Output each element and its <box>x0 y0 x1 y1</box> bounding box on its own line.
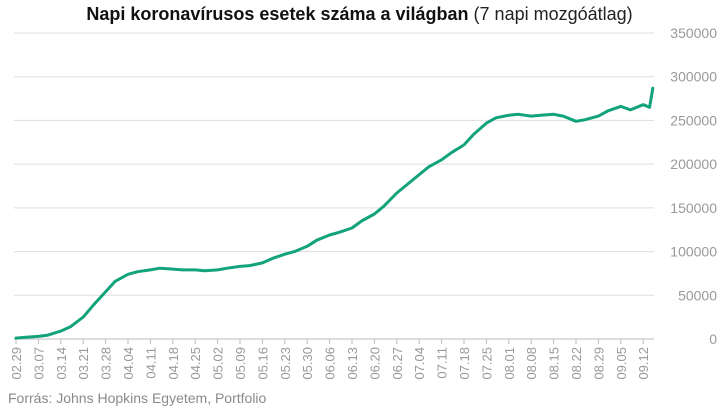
x-tick-label: 03.21 <box>76 347 91 380</box>
y-tick-label: 350000 <box>670 25 717 41</box>
x-tick-label: 04.18 <box>166 347 181 380</box>
chart-title-subtitle: (7 napi mozgóátlag) <box>473 4 633 24</box>
source-note: Forrás: Johns Hopkins Egyetem, Portfolio <box>8 390 267 406</box>
x-tick-label: 09.12 <box>636 347 651 380</box>
x-tick-label: 07.04 <box>412 347 427 380</box>
x-tick-label: 07.11 <box>435 347 450 379</box>
x-tick-label: 08.29 <box>591 347 606 380</box>
y-tick-label: 100000 <box>670 244 717 260</box>
series-layer <box>14 86 655 340</box>
x-tick-label: 07.18 <box>457 347 472 380</box>
x-tick-label: 02.29 <box>9 347 24 380</box>
chart-title-main: Napi koronavírusos esetek száma a világb… <box>86 4 469 24</box>
x-tick-label: 04.11 <box>143 347 158 379</box>
x-tick-label: 08.22 <box>569 347 584 380</box>
x-tick-label: 06.06 <box>323 347 338 380</box>
x-tick-label: 03.07 <box>31 347 46 380</box>
x-tick-label: 06.20 <box>367 347 382 380</box>
x-tick-label: 05.30 <box>300 347 315 380</box>
y-axis-ticks: 0 50000 100000 150000 200000 250000 300000 3500… <box>670 25 717 347</box>
y-tick-label: 150000 <box>670 200 717 216</box>
x-tick-label: 03.14 <box>54 347 69 380</box>
x-tick-label: 04.04 <box>121 347 136 380</box>
x-tick-label: 08.01 <box>502 347 517 380</box>
x-tick-label: 08.08 <box>524 347 539 380</box>
y-tick-label: 200000 <box>670 156 717 172</box>
chart-title: Napi koronavírusos esetek száma a világb… <box>0 4 719 25</box>
y-tick-label: 50000 <box>678 287 717 303</box>
y-tick-label: 0 <box>709 331 717 347</box>
x-tick-label: 05.09 <box>233 347 248 380</box>
x-tick-label: 03.28 <box>99 347 114 380</box>
grid-lines <box>14 32 654 340</box>
x-tick-label: 05.02 <box>211 347 226 380</box>
y-tick-label: 300000 <box>670 69 717 85</box>
series-line <box>14 86 655 340</box>
x-tick-label: 07.25 <box>479 347 494 380</box>
x-tick-label: 05.23 <box>278 347 293 380</box>
y-tick-label: 250000 <box>670 112 717 128</box>
x-tick-label: 09.05 <box>614 347 629 380</box>
x-axis-ticks: 02.29 03.07 03.14 03.21 03.28 04.04 04.11 04.18… <box>9 339 651 380</box>
x-tick-label: 06.27 <box>390 347 405 380</box>
x-tick-label: 08.15 <box>547 347 562 380</box>
x-tick-label: 06.13 <box>345 347 360 380</box>
x-tick-label: 04.25 <box>188 347 203 380</box>
x-tick-label: 05.16 <box>255 347 270 380</box>
